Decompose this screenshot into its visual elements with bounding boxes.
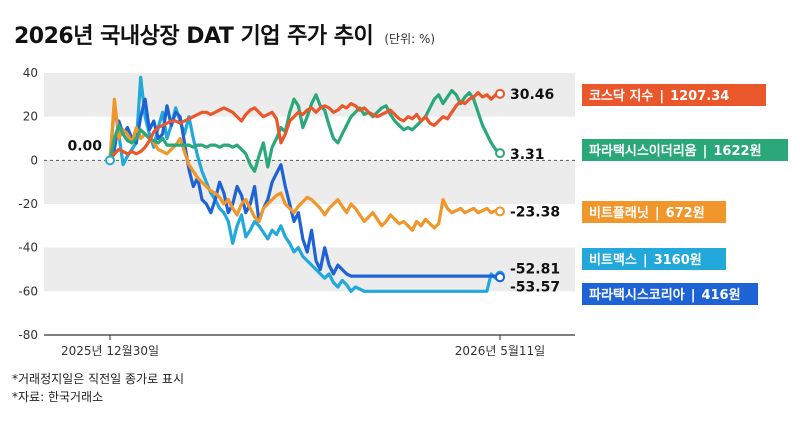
title-block: 2026년 국내상장 DAT 기업 주가 추이 (단위: %) <box>14 18 435 50</box>
legend-swatch-1 <box>582 139 788 161</box>
y-tick-20: 20 <box>23 110 38 124</box>
legend-item-1: 파라택시스이더리움 | 1622원 <box>582 139 788 161</box>
series-line-3 <box>108 75 502 293</box>
series-lines <box>105 75 505 293</box>
legend-separator-3: | <box>643 253 648 268</box>
legend-swatch-3 <box>582 248 726 270</box>
end-value-label-4: -53.57 <box>510 279 560 295</box>
legend-separator-1: | <box>703 144 708 159</box>
legend-price-4: 416원 <box>701 288 740 303</box>
y-tick--40: -40 <box>18 241 38 255</box>
legend-label-4: 파라택시스코리아 | 416원 <box>589 287 741 303</box>
y-tick--20: -20 <box>18 197 38 211</box>
legend-separator-2: | <box>655 206 660 221</box>
background-bands <box>44 73 575 292</box>
footnotes: *거래정지일은 직전일 종가로 표시 *자료: 한국거래소 <box>12 370 184 406</box>
legend-item-0: 코스닥 지수 | 1207.34 <box>582 84 766 106</box>
series-end-dot-1 <box>495 148 505 159</box>
x-axis: 2025년 12월30일 2026년 5월11일 <box>44 334 575 358</box>
legend-swatch-4 <box>582 283 758 305</box>
footnote-trading-halt: *거래정지일은 직전일 종가로 표시 <box>12 372 185 386</box>
end-value-label-0: 30.46 <box>510 87 554 103</box>
legend-name-4: 파라택시스코리아 <box>589 287 685 303</box>
start-value-label: 0.00 <box>67 138 102 154</box>
legend-price-3: 3160원 <box>654 253 702 268</box>
start-dot <box>105 155 115 166</box>
series-end-dot-2 <box>495 206 505 217</box>
y-tick--80: -80 <box>18 328 38 342</box>
legend-label-2: 비트플래닛 | 672원 <box>589 206 705 221</box>
legend-name-3: 비트맥스 <box>589 252 637 268</box>
end-labels: 0.00 30.46 3.31 -23.38 -52.81-53.57 <box>67 87 560 295</box>
legend-price-2: 672원 <box>666 206 705 221</box>
series-end-dot-4 <box>495 272 505 283</box>
end-value-label-3: -52.81 <box>510 262 560 278</box>
legend-label-0: 코스닥 지수 | 1207.34 <box>589 88 729 104</box>
y-tick-40: 40 <box>23 66 38 80</box>
legend-item-4: 파라택시스코리아 | 416원 <box>582 283 758 305</box>
legend-name-1: 파라택시스이더리움 <box>589 143 697 159</box>
legend-item-2: 비트플래닛 | 672원 <box>582 201 726 223</box>
y-axis-ticks: 40 20 0 -20 -40 -60 -80 <box>18 66 38 342</box>
legend-price-1: 1622원 <box>713 144 761 159</box>
legend-swatch-0 <box>582 84 766 106</box>
legend-item-3: 비트맥스 | 3160원 <box>582 248 726 270</box>
series-line-0 <box>108 91 502 162</box>
band-0 <box>44 160 575 204</box>
legend-swatch-2 <box>582 201 726 223</box>
x-tick-end: 2026년 5월11일 <box>455 344 545 358</box>
footnote-source: *자료: 한국거래소 <box>12 390 104 404</box>
legend-separator-0: | <box>659 89 664 104</box>
legend-separator-4: | <box>691 288 696 303</box>
legend-price-0: 1207.34 <box>670 89 729 104</box>
chart-title: 2026년 국내상장 DAT 기업 주가 추이 <box>14 24 374 49</box>
end-value-label-2: -23.38 <box>510 204 560 220</box>
series-end-dot-0 <box>495 88 505 99</box>
band--40 <box>44 247 575 292</box>
legend-label-3: 비트맥스 | 3160원 <box>589 252 702 268</box>
unit-label: (단위: %) <box>384 32 436 46</box>
x-tick-start: 2025년 12월30일 <box>61 344 159 358</box>
legend-name-2: 비트플래닛 <box>589 206 649 221</box>
series-line-4 <box>108 97 502 279</box>
legend-name-0: 코스닥 지수 <box>589 88 653 104</box>
series-line-1 <box>108 88 502 173</box>
end-value-label-1: 3.31 <box>510 147 545 163</box>
y-tick--60: -60 <box>18 284 38 298</box>
y-tick-0: 0 <box>30 153 38 167</box>
legend-label-1: 파라택시스이더리움 | 1622원 <box>589 143 762 159</box>
line-chart: 40 20 0 -20 -40 -60 -80 2025년 12월30일 2026년 5월11… <box>18 66 788 358</box>
